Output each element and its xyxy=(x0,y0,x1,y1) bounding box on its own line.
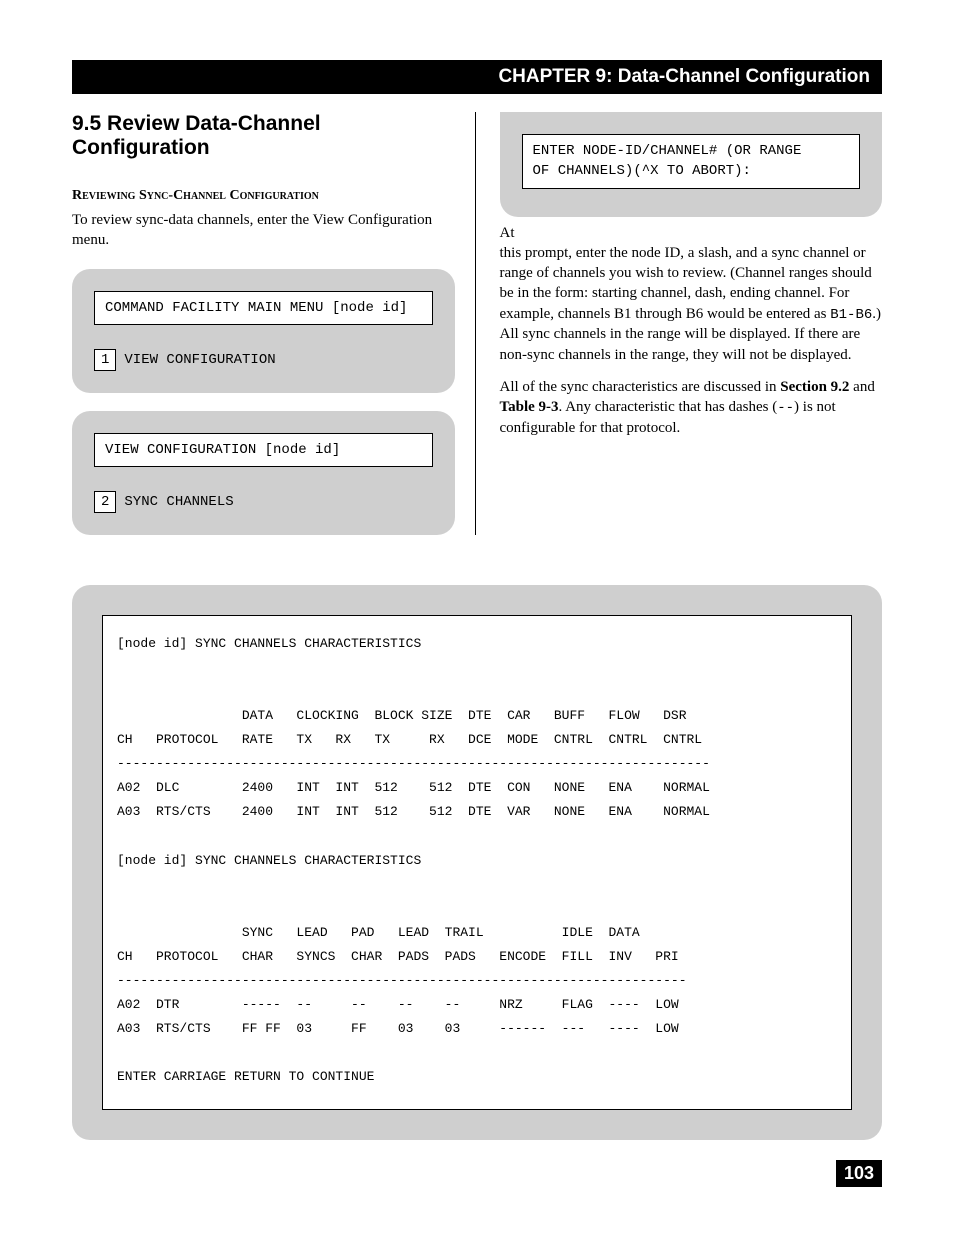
t1-rule: ----------------------------------------… xyxy=(117,756,710,771)
menu-option-label-1: VIEW CONFIGURATION xyxy=(124,352,275,368)
para2-b: . Any characteristic that has dashes ( xyxy=(559,399,778,415)
right-body: At this prompt, enter the node ID, a sla… xyxy=(500,223,883,439)
prompt-terminal-box: ENTER NODE-ID/CHANNEL# (OR RANGE OF CHAN… xyxy=(522,134,861,189)
para1-a: this prompt, enter the node ID, a slash,… xyxy=(500,245,872,322)
t2-rule: ----------------------------------------… xyxy=(117,973,687,988)
t1-row1: A02 DLC 2400 INT INT 512 512 DTE CON NON… xyxy=(117,780,710,795)
t1-hdr1: DATA CLOCKING BLOCK SIZE DTE CAR BUFF FL… xyxy=(117,708,687,723)
menu-row-1: 1 VIEW CONFIGURATION xyxy=(94,349,433,371)
two-column-layout: 9.5 Review Data-Channel Configuration Re… xyxy=(72,112,882,535)
terminal-header-2: VIEW CONFIGURATION [node id] xyxy=(94,433,433,467)
char-title-1: [node id] SYNC CHANNELS CHARACTERISTICS xyxy=(117,636,421,651)
chapter-header-bar: CHAPTER 9: Data-Channel Configuration xyxy=(72,60,882,94)
menu-row-2: 2 SYNC CHANNELS xyxy=(94,491,433,513)
at-paragraph: At this prompt, enter the node ID, a sla… xyxy=(500,223,883,365)
menu-option-number-2: 2 xyxy=(94,491,116,513)
terminal-header-1: COMMAND FACILITY MAIN MENU [node id] xyxy=(94,291,433,325)
t1-row2: A03 RTS/CTS 2400 INT INT 512 512 DTE VAR… xyxy=(117,804,710,819)
char-title-2: [node id] SYNC CHANNELS CHARACTERISTICS xyxy=(117,853,421,868)
menu-panel-1: COMMAND FACILITY MAIN MENU [node id] 1 V… xyxy=(72,269,455,393)
t1-hdr2: CH PROTOCOL RATE TX RX TX RX DCE MODE CN… xyxy=(117,732,702,747)
prompt-line-1: ENTER NODE-ID/CHANNEL# (OR RANGE xyxy=(533,143,802,159)
menu-option-label-2: SYNC CHANNELS xyxy=(124,494,233,510)
subheading: Reviewing Sync-Channel Configuration xyxy=(72,188,455,204)
menu-option-number-1: 1 xyxy=(94,349,116,371)
char-footer: ENTER CARRIAGE RETURN TO CONTINUE xyxy=(117,1069,374,1084)
prompt-line-2: OF CHANNELS)(^X TO ABORT): xyxy=(533,163,751,179)
para2-bold1: Section 9.2 xyxy=(780,379,849,395)
section-title: 9.5 Review Data-Channel Configuration xyxy=(72,112,455,160)
t2-row1: A02 DTR ----- -- -- -- -- NRZ FLAG ---- … xyxy=(117,997,679,1012)
left-column: 9.5 Review Data-Channel Configuration Re… xyxy=(72,112,476,535)
intro-paragraph: To review sync-data channels, enter the … xyxy=(72,210,455,251)
para1-code: B1-B6 xyxy=(830,307,872,323)
menu-panel-2: VIEW CONFIGURATION [node id] 2 SYNC CHAN… xyxy=(72,411,455,535)
right-column: ENTER NODE-ID/CHANNEL# (OR RANGE OF CHAN… xyxy=(496,112,883,535)
page-number: 103 xyxy=(836,1160,882,1187)
para2-a: All of the sync characteristics are disc… xyxy=(500,379,781,395)
t2-row2: A03 RTS/CTS FF FF 03 FF 03 03 ------ ---… xyxy=(117,1021,679,1036)
characteristics-panel: [node id] SYNC CHANNELS CHARACTERISTICS … xyxy=(72,585,882,1140)
para2: All of the sync characteristics are disc… xyxy=(500,377,883,438)
para2-bold2: Table 9-3 xyxy=(500,399,559,415)
at-word: At xyxy=(500,225,515,241)
para2-code: -- xyxy=(777,400,794,416)
para2-mid: and xyxy=(849,379,874,395)
prompt-panel: ENTER NODE-ID/CHANNEL# (OR RANGE OF CHAN… xyxy=(500,112,883,217)
t2-hdr2: CH PROTOCOL CHAR SYNCS CHAR PADS PADS EN… xyxy=(117,949,679,964)
intro-text: To review sync-data channels, enter the … xyxy=(72,210,455,251)
characteristics-terminal: [node id] SYNC CHANNELS CHARACTERISTICS … xyxy=(102,615,852,1110)
t2-hdr1: SYNC LEAD PAD LEAD TRAIL IDLE DATA xyxy=(117,925,640,940)
